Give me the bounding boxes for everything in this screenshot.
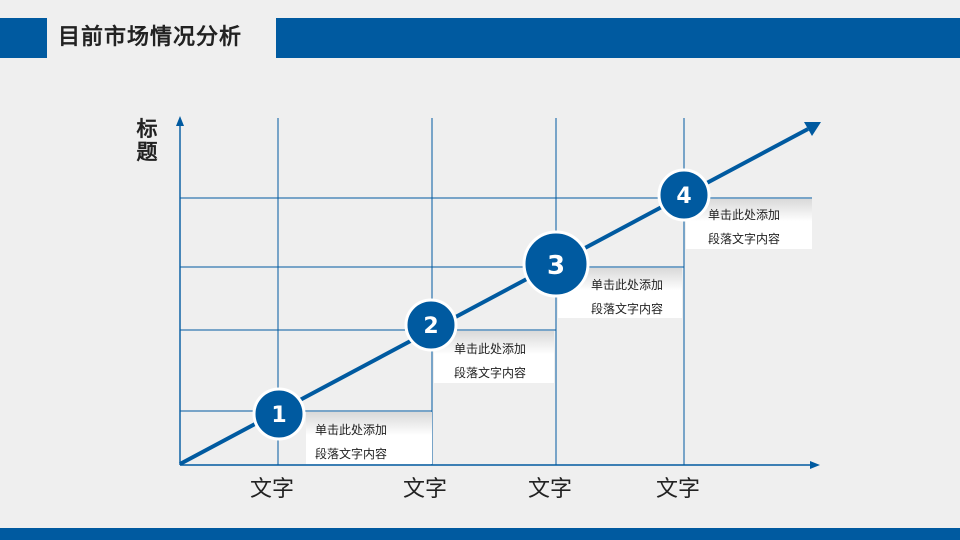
step-marker-2: 2 <box>404 298 458 352</box>
x-label: 文字 <box>403 477 447 502</box>
step-marker-3: 3 <box>522 230 590 298</box>
x-label: 文字 <box>250 477 294 502</box>
step-text-4: 单击此处添加 段落文字内容 <box>706 203 780 251</box>
step-text-line: 单击此处添加 <box>591 278 664 292</box>
step-number-1: 1 <box>271 403 286 428</box>
step-marker-1: 1 <box>252 387 306 441</box>
step-text-1: 单击此处添加 段落文字内容 <box>313 418 387 466</box>
footer-accent-bar <box>0 528 960 540</box>
step-text-line: 单击此处添加 <box>454 342 527 356</box>
step-box-2 <box>434 331 554 383</box>
step-text-3: 单击此处添加 段落文字内容 <box>589 273 663 321</box>
step-number-2: 2 <box>423 314 438 339</box>
header-accent-bar-right <box>276 18 960 58</box>
step-marker-4: 4 <box>657 168 711 222</box>
x-label: 文字 <box>656 477 700 502</box>
x-label: 文字 <box>528 477 572 502</box>
y-axis-title: 标题 <box>136 117 158 164</box>
step-text-2: 单击此处添加 段落文字内容 <box>452 337 526 385</box>
trend-arrowhead <box>804 122 821 136</box>
step-text-line: 段落文字内容 <box>315 447 388 461</box>
step-text-line: 单击此处添加 <box>315 423 388 437</box>
step-text-line: 段落文字内容 <box>708 232 781 246</box>
page-title: 目前市场情况分析 <box>58 25 243 50</box>
step-number-3: 3 <box>547 251 565 281</box>
step-number-4: 4 <box>676 184 691 209</box>
header-accent-bar-left <box>0 18 47 58</box>
x-axis-arrowhead <box>810 461 820 469</box>
step-text-line: 单击此处添加 <box>708 208 781 222</box>
step-box-1 <box>306 412 432 464</box>
y-axis-arrowhead <box>176 116 184 126</box>
step-text-line: 段落文字内容 <box>454 366 527 380</box>
step-text-line: 段落文字内容 <box>591 302 664 316</box>
